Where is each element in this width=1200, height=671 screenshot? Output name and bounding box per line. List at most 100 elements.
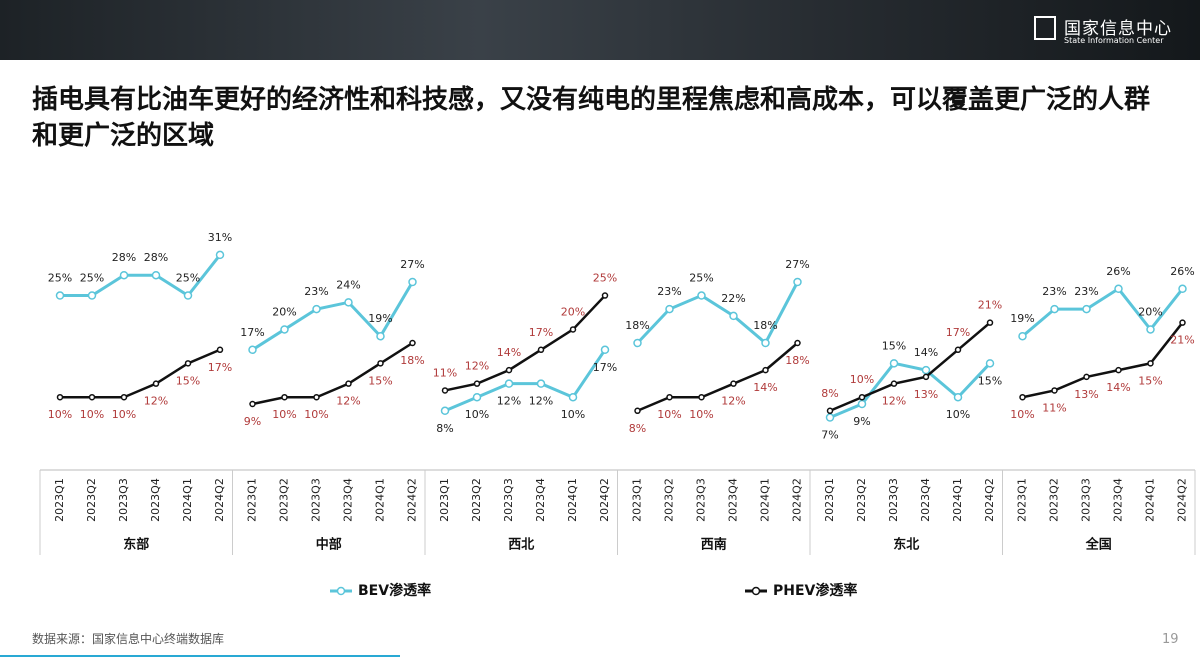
- data-label: 17%: [529, 326, 553, 339]
- data-label: 27%: [785, 258, 809, 271]
- point-marker: [537, 346, 545, 354]
- data-label: 11%: [433, 366, 457, 379]
- data-label: 25%: [176, 272, 200, 285]
- point-marker: [1019, 393, 1026, 401]
- point-marker: [825, 413, 835, 422]
- group-label: 东部: [123, 537, 149, 553]
- data-label: 23%: [657, 285, 681, 298]
- x-tick-label: 2023Q2: [85, 478, 98, 522]
- data-label: 28%: [144, 251, 168, 264]
- point-marker: [344, 298, 353, 307]
- x-tick-label: 2024Q1: [566, 478, 579, 522]
- logo-subname: State Information Center: [1064, 36, 1164, 45]
- legend-marker: [751, 586, 761, 596]
- data-label: 18%: [625, 319, 649, 332]
- point-marker: [665, 304, 674, 314]
- point-marker: [569, 326, 577, 333]
- banner: [0, 0, 1200, 60]
- point-marker: [633, 338, 642, 348]
- point-marker: [794, 339, 801, 347]
- point-marker: [313, 393, 320, 401]
- data-label: 18%: [785, 354, 809, 367]
- data-label: 15%: [882, 339, 906, 352]
- data-label: 8%: [436, 422, 453, 435]
- point-marker: [858, 393, 866, 401]
- point-marker: [729, 311, 738, 321]
- point-marker: [536, 379, 546, 388]
- point-marker: [793, 277, 802, 287]
- point-marker: [1050, 304, 1059, 314]
- point-marker: [761, 338, 770, 348]
- x-tick-label: 2023Q1: [1016, 478, 1029, 522]
- point-marker: [1178, 284, 1187, 294]
- data-label: 12%: [465, 360, 489, 373]
- x-tick-label: 2024Q1: [1144, 478, 1157, 522]
- point-marker: [600, 345, 610, 355]
- data-label: 25%: [593, 272, 617, 285]
- data-label: 13%: [1074, 388, 1098, 401]
- x-tick-label: 2023Q3: [310, 478, 323, 522]
- data-label: 15%: [1138, 374, 1162, 387]
- point-marker: [152, 380, 160, 387]
- data-label: 17%: [208, 361, 232, 374]
- point-marker: [1018, 331, 1027, 341]
- series-line: [251, 281, 414, 352]
- point-marker: [953, 392, 963, 402]
- point-marker: [249, 400, 256, 408]
- x-tick-label: 2024Q1: [374, 478, 387, 522]
- point-marker: [985, 359, 995, 368]
- data-label: 10%: [1010, 408, 1034, 421]
- point-marker: [1115, 366, 1122, 374]
- data-label: 25%: [689, 272, 713, 285]
- point-marker: [473, 380, 481, 387]
- data-label: 10%: [304, 408, 328, 421]
- point-marker: [376, 331, 385, 341]
- x-tick-label: 2023Q2: [663, 478, 676, 522]
- x-tick-label: 2023Q2: [470, 478, 483, 522]
- data-label: 14%: [1106, 381, 1130, 394]
- data-label: 26%: [1170, 265, 1194, 278]
- data-label: 23%: [304, 285, 328, 298]
- point-marker: [248, 345, 257, 355]
- point-marker: [56, 393, 64, 401]
- data-label: 10%: [657, 408, 681, 421]
- x-tick-label: 2024Q2: [598, 478, 611, 522]
- data-label: 12%: [529, 395, 553, 408]
- data-label: 10%: [561, 408, 585, 421]
- data-label: 28%: [112, 251, 136, 264]
- legend-label: PHEV渗透率: [773, 582, 857, 599]
- series-line: [1021, 286, 1184, 338]
- data-label: 13%: [914, 388, 938, 401]
- point-marker: [1147, 360, 1154, 367]
- point-marker: [698, 393, 705, 401]
- point-marker: [730, 380, 737, 387]
- x-tick-label: 2023Q1: [246, 478, 259, 522]
- x-tick-label: 2023Q3: [502, 478, 515, 522]
- point-marker: [345, 380, 352, 387]
- x-tick-label: 2024Q2: [791, 478, 804, 522]
- legend-label: BEV渗透率: [358, 582, 431, 599]
- data-label: 18%: [400, 354, 424, 367]
- point-marker: [921, 365, 931, 375]
- data-label: 14%: [753, 381, 777, 394]
- point-marker: [87, 291, 97, 300]
- x-tick-label: 2023Q1: [823, 478, 836, 522]
- point-marker: [312, 304, 321, 314]
- group-label: 西南: [701, 537, 727, 553]
- data-label: 26%: [1106, 265, 1130, 278]
- point-marker: [88, 393, 96, 401]
- data-label: 25%: [80, 272, 104, 285]
- point-marker: [826, 407, 834, 415]
- data-label: 10%: [465, 408, 489, 421]
- point-marker: [857, 399, 867, 409]
- data-label: 22%: [721, 292, 745, 305]
- point-marker: [1051, 387, 1058, 394]
- data-label: 19%: [1010, 312, 1034, 325]
- data-label: 17%: [240, 326, 264, 339]
- data-label: 24%: [336, 278, 360, 291]
- data-label: 12%: [497, 395, 521, 408]
- data-label: 21%: [1170, 334, 1194, 347]
- point-marker: [922, 373, 930, 381]
- x-tick-label: 2024Q2: [983, 478, 996, 522]
- point-marker: [954, 346, 962, 354]
